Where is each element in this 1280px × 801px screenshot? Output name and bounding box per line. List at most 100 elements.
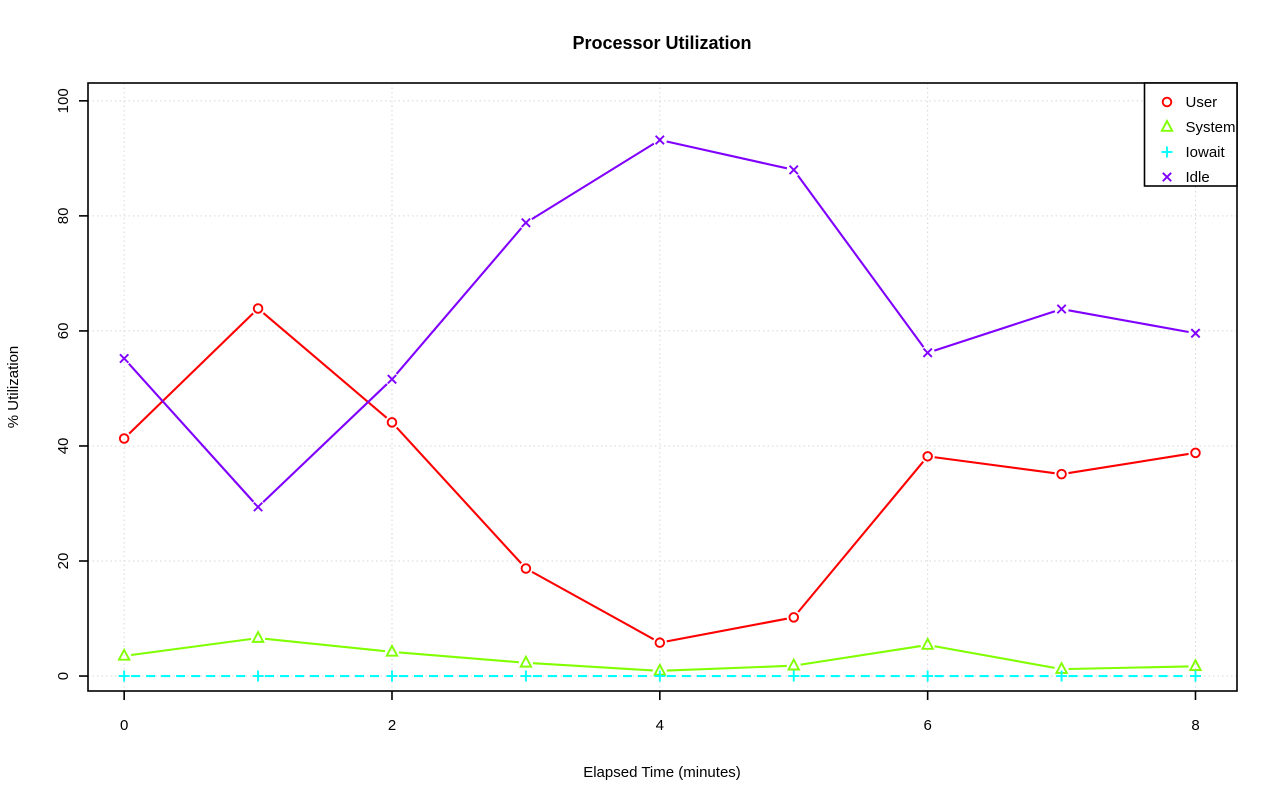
series-line-idle xyxy=(797,174,925,348)
legend-label-idle: Idle xyxy=(1186,169,1210,186)
marker-system xyxy=(920,636,935,650)
series-line-idle xyxy=(395,227,523,375)
series-line-system xyxy=(666,664,787,672)
series-line-idle xyxy=(1068,309,1189,334)
y-tick-label: 40 xyxy=(55,438,72,455)
marker-user-glyph xyxy=(252,303,264,314)
marker-user xyxy=(654,637,666,648)
marker-user-glyph xyxy=(922,451,933,462)
marker-system-glyph xyxy=(920,636,935,650)
marker-system-glyph xyxy=(385,643,399,657)
marker-idle-glyph xyxy=(119,353,130,364)
x-tick-label: 0 xyxy=(120,717,128,734)
marker-idle-glyph xyxy=(1190,328,1201,339)
marker-system xyxy=(786,657,801,671)
marker-system-glyph xyxy=(117,647,131,661)
marker-user-glyph xyxy=(520,563,532,574)
marker-idle-glyph xyxy=(521,217,531,228)
marker-idle xyxy=(521,217,531,228)
marker-user-glyph xyxy=(788,612,799,623)
series-line-idle xyxy=(933,310,1056,352)
marker-idle xyxy=(788,164,799,175)
marker-user xyxy=(1190,447,1201,459)
marker-system xyxy=(385,643,399,657)
series-idle xyxy=(119,135,1201,512)
marker-system-glyph xyxy=(251,630,265,643)
legend-marker-system xyxy=(1160,118,1174,132)
legend-item-idle: Idle xyxy=(1162,169,1210,186)
legend-label-system: System xyxy=(1186,119,1236,136)
marker-user xyxy=(252,303,264,314)
x-tick-label: 8 xyxy=(1191,717,1199,734)
y-tick-label: 80 xyxy=(55,208,72,225)
series-line-system xyxy=(934,645,1055,669)
marker-system xyxy=(519,654,533,668)
marker-system xyxy=(251,630,265,643)
series-line-user xyxy=(395,426,522,565)
legend: User System Iowait Idle xyxy=(1143,82,1238,187)
series-user xyxy=(118,303,1201,648)
y-tick-label: 60 xyxy=(55,323,72,340)
marker-iowait xyxy=(118,670,130,682)
series-system xyxy=(117,630,1203,676)
marker-user-glyph xyxy=(654,637,666,648)
series-line-user xyxy=(128,312,254,435)
marker-user-glyph xyxy=(1056,468,1067,480)
marker-system-glyph xyxy=(1188,658,1203,672)
marker-user xyxy=(922,451,933,462)
series-line-system xyxy=(1068,665,1189,671)
legend-marker-idle xyxy=(1162,172,1172,182)
legend-marker-iowait xyxy=(1161,146,1173,158)
marker-idle-glyph xyxy=(387,374,397,385)
marker-idle xyxy=(119,353,130,364)
series-line-user xyxy=(666,617,788,643)
marker-system xyxy=(1188,658,1203,672)
y-tick-label: 20 xyxy=(55,553,72,570)
legend-marker-user xyxy=(1161,96,1173,108)
marker-user-glyph xyxy=(118,433,130,444)
series-line-system xyxy=(532,662,653,672)
marker-idle-glyph xyxy=(922,347,933,358)
series-line-idle xyxy=(262,383,388,503)
legend-marker-system-glyph xyxy=(1160,118,1174,132)
series-line-system xyxy=(398,651,520,664)
marker-iowait xyxy=(252,670,264,682)
marker-user-glyph xyxy=(1190,447,1201,459)
marker-idle xyxy=(1190,328,1201,339)
marker-idle-glyph xyxy=(1056,304,1067,314)
marker-iowait xyxy=(520,670,532,682)
marker-iowait xyxy=(788,670,800,682)
marker-system-glyph xyxy=(786,657,801,671)
marker-iowait xyxy=(1189,670,1201,682)
series-line-system xyxy=(800,645,921,666)
series-line-idle xyxy=(531,142,655,220)
legend-marker-idle-glyph xyxy=(1162,172,1172,182)
legend-box xyxy=(1143,82,1238,187)
series-line-idle xyxy=(128,363,255,503)
series-line-system xyxy=(130,637,252,657)
series-iowait xyxy=(118,670,1201,682)
marker-user xyxy=(1056,468,1067,480)
marker-system xyxy=(117,647,131,661)
marker-idle xyxy=(922,347,933,358)
marker-iowait xyxy=(654,670,666,682)
x-tick-label: 4 xyxy=(656,717,664,734)
marker-user-glyph xyxy=(386,417,398,428)
legend-label-iowait: Iowait xyxy=(1186,144,1226,161)
marker-user xyxy=(788,612,799,623)
legend-item-iowait: Iowait xyxy=(1161,144,1226,161)
legend-marker-user-glyph xyxy=(1161,96,1173,108)
x-tick-label: 2 xyxy=(388,717,396,734)
marker-idle xyxy=(1056,304,1067,314)
y-axis-label: % Utilization xyxy=(5,346,22,429)
series-line-user xyxy=(934,456,1055,475)
marker-system-glyph xyxy=(519,654,533,668)
marker-idle xyxy=(253,502,263,512)
y-tick-label: 0 xyxy=(55,672,72,680)
marker-idle-glyph xyxy=(654,135,665,145)
marker-user xyxy=(118,433,130,444)
marker-idle-glyph xyxy=(788,164,799,175)
